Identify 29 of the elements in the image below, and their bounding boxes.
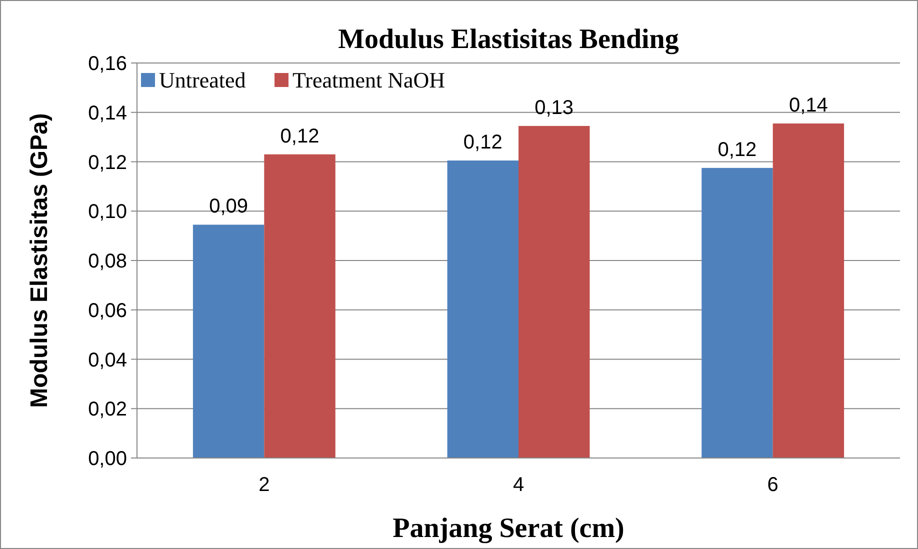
bar [447, 160, 518, 458]
data-label: 0,12 [463, 132, 502, 154]
legend-label: Treatment NaOH [292, 68, 446, 93]
y-tick-label: 0,00 [88, 448, 127, 470]
y-tick-label: 0,04 [88, 349, 127, 372]
x-axis-title: Panjang Serat (cm) [392, 513, 624, 544]
data-label: 0,12 [718, 138, 757, 161]
legend-label: Untreated [159, 68, 246, 93]
y-tick-label: 0,16 [88, 53, 127, 75]
bar [772, 123, 844, 458]
bar [192, 224, 264, 458]
x-tick-label: 6 [767, 474, 778, 496]
x-tick-label: 4 [512, 474, 524, 496]
y-tick-label: 0,08 [88, 250, 127, 272]
bar [264, 154, 336, 458]
y-tick-label: 0,06 [88, 300, 127, 322]
y-tick-label: 0,12 [88, 152, 127, 174]
bar [518, 126, 590, 458]
y-tick-label: 0,10 [88, 201, 127, 224]
y-tick-label: 0,14 [88, 102, 127, 124]
y-tick-label: 0,02 [88, 398, 127, 421]
data-label: 0,13 [534, 96, 574, 119]
data-label: 0,09 [209, 196, 248, 218]
chart-title: Modulus Elastisitas Bending [338, 24, 679, 55]
x-tick-label: 2 [258, 474, 270, 496]
data-label: 0,12 [280, 125, 320, 148]
bar [702, 168, 773, 458]
y-axis-title: Modulus Elastisitas (GPa) [26, 113, 53, 408]
data-label: 0,14 [788, 94, 828, 116]
